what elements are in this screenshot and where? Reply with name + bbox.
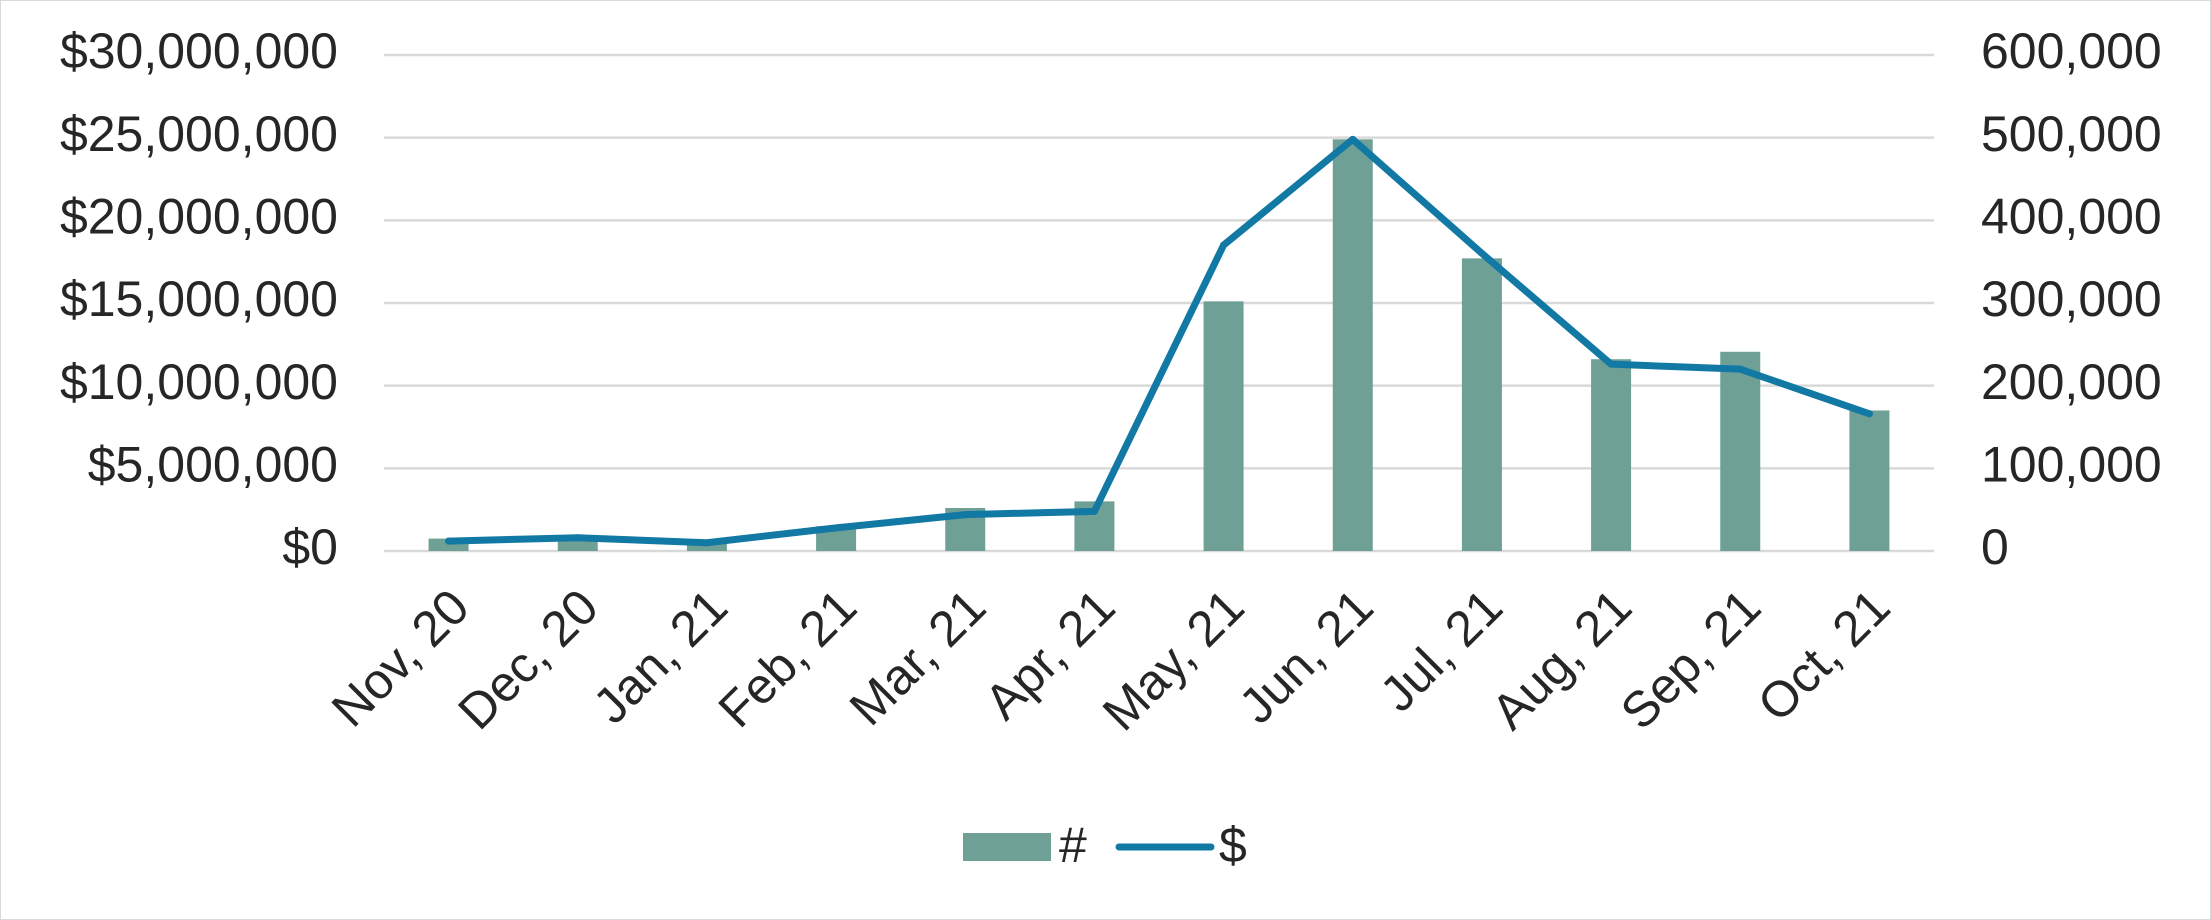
- bar-series: [428, 139, 1890, 551]
- left-tick-label: $25,000,000: [60, 106, 338, 162]
- x-tick-label: Jun, 21: [1228, 579, 1384, 735]
- line-point: [961, 511, 969, 519]
- line-point: [1349, 135, 1357, 143]
- bar: [1720, 351, 1761, 551]
- gridlines: [384, 53, 1934, 553]
- x-tick-label: Aug, 21: [1481, 579, 1642, 740]
- left-tick-label: $30,000,000: [60, 23, 338, 79]
- x-tick-label: Nov, 20: [321, 579, 480, 738]
- right-tick-label: 400,000: [1981, 189, 2162, 245]
- right-tick-label: 100,000: [1981, 437, 2162, 493]
- line-point: [1865, 410, 1873, 418]
- left-tick-label: $5,000,000: [88, 437, 338, 493]
- bar: [1203, 301, 1244, 551]
- x-tick-label: May, 21: [1092, 579, 1255, 742]
- line-point: [574, 534, 582, 542]
- bar: [1591, 359, 1632, 551]
- right-tick-label: 300,000: [1981, 271, 2162, 327]
- left-axis-ticks: $0 $5,000,000 $10,000,000 $15,000,000 $20,00…: [60, 23, 338, 575]
- legend-swatch-bar: [963, 833, 1051, 861]
- right-tick-label: 200,000: [1981, 354, 2162, 410]
- left-tick-label: $20,000,000: [60, 189, 338, 245]
- right-tick-label: 0: [1981, 519, 2009, 575]
- x-tick-label: Oct, 21: [1747, 579, 1901, 733]
- bar: [1461, 258, 1502, 551]
- x-tick-label: Dec, 20: [447, 579, 608, 740]
- line-point: [1736, 365, 1744, 373]
- line-point: [1090, 507, 1098, 515]
- right-axis-ticks: 0 100,000 200,000 300,000 400,000 500,000 600,…: [1981, 23, 2162, 575]
- line-point: [445, 537, 453, 545]
- x-tick-label: Sep, 21: [1610, 579, 1771, 740]
- line-point: [832, 524, 840, 532]
- bar: [1849, 410, 1890, 551]
- bar: [1332, 139, 1373, 551]
- legend-label-bar: #: [1059, 817, 1087, 873]
- line-point: [1220, 241, 1228, 249]
- x-tick-label: Mar, 21: [839, 579, 997, 737]
- line-point: [703, 539, 711, 547]
- left-tick-label: $10,000,000: [60, 354, 338, 410]
- left-tick-label: $0: [282, 519, 338, 575]
- line-series: [445, 135, 1873, 547]
- right-tick-label: 500,000: [1981, 106, 2162, 162]
- right-tick-label: 600,000: [1981, 23, 2162, 79]
- legend: # $: [963, 817, 1247, 873]
- line-point: [1478, 249, 1486, 257]
- legend-label-line: $: [1219, 817, 1247, 873]
- x-tick-label: Jan, 21: [582, 579, 738, 735]
- line-point: [1607, 360, 1615, 368]
- line-path: [445, 135, 1873, 547]
- left-tick-label: $15,000,000: [60, 271, 338, 327]
- x-tick-label: Feb, 21: [708, 579, 867, 738]
